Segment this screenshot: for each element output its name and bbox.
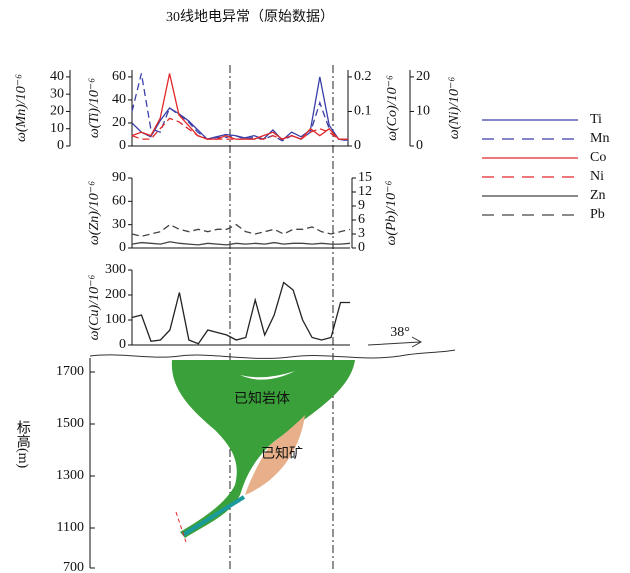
y-tick-label: 90 — [112, 170, 126, 185]
annotation: 已知矿 — [261, 445, 303, 462]
y-tick-label: 0.1 — [354, 104, 372, 119]
axis-label: 标高(m) — [15, 420, 31, 469]
y-tick-label: 0 — [119, 337, 126, 352]
y-tick-label: 1300 — [56, 468, 84, 483]
annotation: 38° — [390, 325, 410, 340]
y-tick-label: 300 — [105, 262, 126, 277]
y-tick-label: 10 — [50, 121, 64, 136]
y-tick-label: 0.2 — [354, 69, 372, 84]
series-line — [131, 73, 348, 140]
y-tick-label: 0 — [354, 138, 361, 153]
axis-label: ω(Co)/10⁻⁶ — [385, 75, 400, 141]
y-tick-label: 0 — [119, 138, 126, 153]
section-drawing — [89, 336, 456, 543]
annotation: 已知岩体 — [234, 390, 290, 407]
y-tick-label: 100 — [105, 312, 126, 327]
y-tick-label: 20 — [50, 104, 64, 119]
legend-label: Pb — [590, 207, 605, 222]
axis-label: ω(Pb)/10⁻⁶ — [384, 180, 399, 245]
y-tick-label: 15 — [358, 170, 372, 185]
y-tick-label: 200 — [105, 287, 126, 302]
guides — [229, 65, 334, 570]
y-tick-label: 0 — [57, 138, 64, 153]
y-tick-label: 0 — [416, 138, 423, 153]
legend-label: Ni — [590, 169, 604, 184]
series-line — [131, 241, 351, 246]
chart-title: 30线地电异常（原始数据） — [166, 9, 334, 25]
series-line — [131, 223, 351, 238]
y-tick-label: 6 — [358, 212, 365, 227]
legend-label: Mn — [590, 131, 609, 146]
y-tick-label: 9 — [358, 198, 365, 213]
y-tick-label: 3 — [358, 226, 365, 241]
y-tick-label: 0 — [358, 240, 365, 255]
y-tick-label: 20 — [416, 69, 430, 84]
y-tick-label: 0 — [119, 240, 126, 255]
axis-label: ω(Mn)/10⁻⁶ — [14, 74, 29, 142]
series-line — [131, 281, 350, 345]
axis-label: ω(Zn)/10⁻⁶ — [87, 181, 102, 245]
series-line — [131, 73, 349, 142]
y-tick-label: 40 — [112, 92, 126, 107]
axis-label: ω(Ti)/10⁻⁶ — [87, 78, 102, 138]
y-tick-label: 1500 — [56, 416, 84, 431]
legend-label: Zn — [590, 188, 606, 203]
y-tick-label: 1100 — [57, 520, 84, 535]
legend-label: Ti — [590, 112, 602, 127]
y-tick-label: 12 — [358, 184, 372, 199]
y-tick-label: 1700 — [56, 364, 84, 379]
y-tick-label: 30 — [50, 86, 64, 101]
series-line — [131, 117, 348, 140]
y-tick-label: 60 — [112, 194, 126, 209]
axis-label: ω(Cu)/10⁻⁶ — [87, 275, 102, 341]
axis-label: ω(Ni)/10⁻⁶ — [447, 77, 462, 140]
y-tick-label: 20 — [112, 115, 126, 130]
y-tick-label: 700 — [63, 560, 84, 573]
y-tick-label: 30 — [112, 217, 126, 232]
y-tick-label: 10 — [416, 104, 430, 119]
y-tick-label: 40 — [50, 69, 64, 84]
legend-label: Co — [590, 150, 606, 165]
y-tick-label: 60 — [112, 69, 126, 84]
